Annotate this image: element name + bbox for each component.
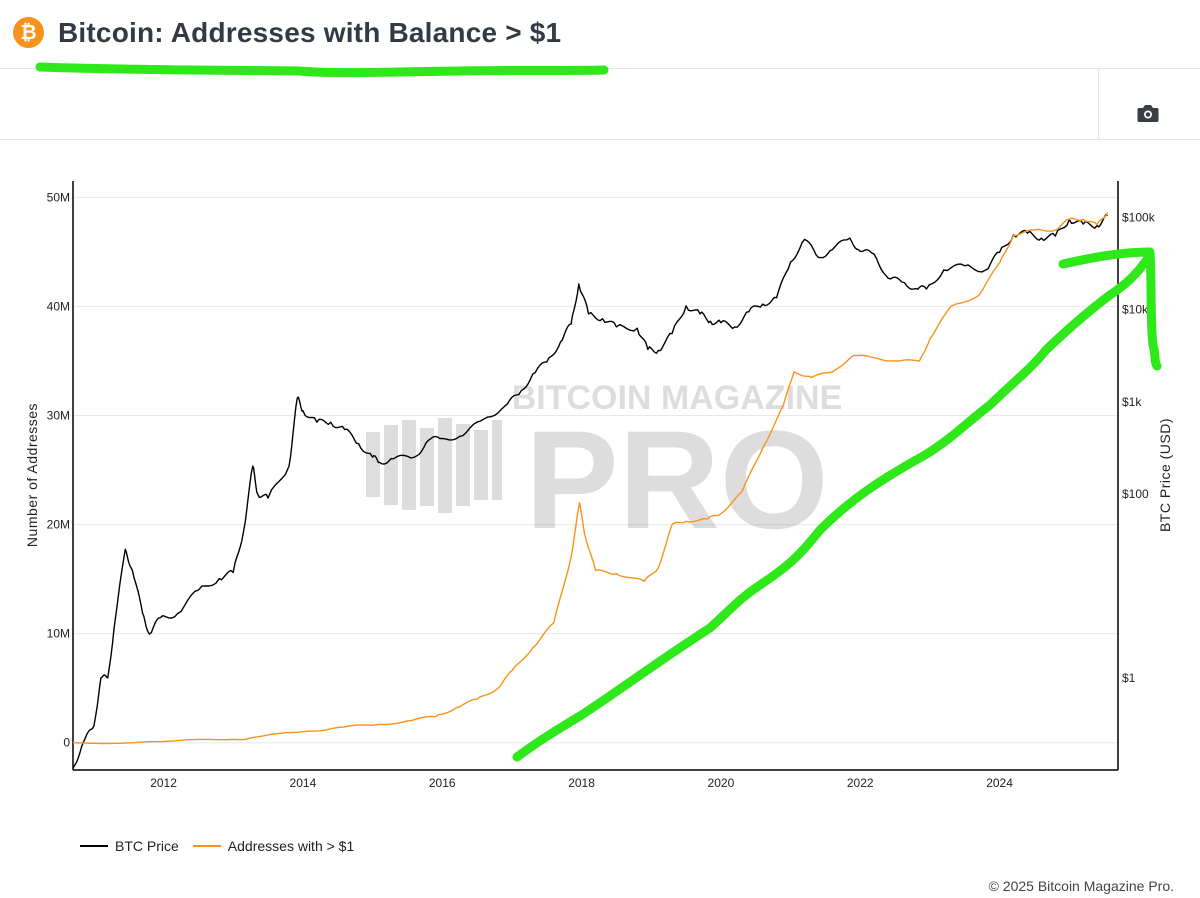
chart-legend: BTC Price Addresses with > $1 bbox=[80, 836, 368, 856]
y-left-tick-label: 50M bbox=[47, 190, 70, 204]
watermark: BITCOIN MAGAZINE PRO bbox=[366, 379, 842, 558]
trend-arrow-annotation bbox=[512, 250, 1155, 762]
legend-label: Addresses with > $1 bbox=[227, 838, 355, 854]
axes bbox=[72, 181, 1119, 771]
y-left-tick-label: 40M bbox=[47, 299, 70, 313]
y-right-tick-label: $100 bbox=[1122, 487, 1149, 501]
x-tick-label: 2020 bbox=[708, 776, 735, 790]
arrow-head-annotation bbox=[1058, 247, 1162, 371]
x-tick-label: 2022 bbox=[847, 776, 874, 790]
x-tick-label: 2012 bbox=[150, 776, 177, 790]
copyright-notice: © 2025 Bitcoin Magazine Pro. bbox=[988, 878, 1174, 894]
chart-toolbar bbox=[0, 69, 1200, 140]
y-axis-title-right: BTC Price (USD) bbox=[1157, 418, 1173, 532]
tick-labels: 0 10M 20M 30M 40M 50M $1 $100 $1k $10k $100k 2012 20… bbox=[47, 190, 1156, 790]
toolbar-divider bbox=[1098, 69, 1099, 139]
series-lines bbox=[72, 212, 1109, 769]
watermark-line1: BITCOIN MAGAZINE bbox=[512, 379, 843, 417]
hand-drawn-annotations bbox=[35, 62, 1162, 762]
x-tick-label: 2018 bbox=[568, 776, 595, 790]
bitcoin-logo-icon: ₿ bbox=[13, 17, 44, 48]
camera-icon[interactable] bbox=[1134, 101, 1162, 127]
y-left-tick-label: 0 bbox=[63, 736, 70, 750]
y-left-tick-label: 20M bbox=[47, 518, 70, 532]
legend-item-btc-price[interactable]: BTC Price bbox=[80, 838, 179, 854]
y-right-tick-label: $1 bbox=[1122, 671, 1136, 685]
legend-label: BTC Price bbox=[115, 838, 179, 854]
grid-lines bbox=[73, 196, 1118, 744]
page-title: Bitcoin: Addresses with Balance > $1 bbox=[58, 17, 562, 48]
title-underline-annotation bbox=[35, 62, 609, 78]
y-left-tick-label: 10M bbox=[47, 627, 70, 641]
watermark-line2: PRO bbox=[525, 401, 828, 558]
x-tick-label: 2016 bbox=[429, 776, 456, 790]
btc-price-line bbox=[72, 213, 1108, 769]
y-left-tick-label: 30M bbox=[47, 409, 70, 423]
y-right-tick-label: $10k bbox=[1122, 303, 1149, 317]
y-axis-title-left: Number of Addresses bbox=[24, 403, 40, 547]
y-right-tick-label: $1k bbox=[1122, 395, 1142, 409]
watermark-emblem-icon bbox=[366, 418, 502, 513]
x-tick-label: 2024 bbox=[986, 776, 1013, 790]
y-right-tick-label: $100k bbox=[1122, 211, 1156, 225]
legend-swatch bbox=[192, 845, 221, 847]
legend-swatch bbox=[80, 845, 108, 847]
legend-item-addresses[interactable]: Addresses with > $1 bbox=[192, 838, 355, 854]
x-tick-label: 2014 bbox=[290, 776, 317, 790]
addresses-line bbox=[72, 212, 1109, 745]
